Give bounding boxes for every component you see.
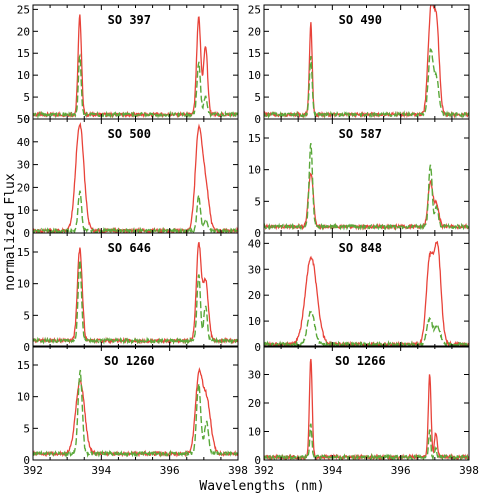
y-tick-label: 10 <box>248 164 261 177</box>
y-tick-label: 15 <box>17 246 30 259</box>
y-tick-label: 5 <box>254 91 261 104</box>
panel-title: SO 490 <box>339 13 382 27</box>
y-tick-label: 5 <box>23 91 30 104</box>
series-line-red-solid <box>33 14 238 119</box>
y-tick-label: 0 <box>23 227 30 240</box>
panel-so-646: 0 5 10 15 SO 646 <box>17 232 239 354</box>
panel-title: SO 500 <box>108 127 151 141</box>
series-line-green-dashed <box>33 190 238 233</box>
panel-so-1260: 392 394 396 398 0 5 10 15 SO 1260 <box>17 345 248 477</box>
y-tick-label: 30 <box>17 159 30 172</box>
y-tick-label: 0 <box>23 341 30 354</box>
y-tick-label: 20 <box>248 397 261 410</box>
y-tick-label: 10 <box>248 426 261 439</box>
panel-title: SO 587 <box>339 127 382 141</box>
y-axis-title: normalized Flux <box>3 173 18 291</box>
y-tick-label: 40 <box>17 136 30 149</box>
series-line-green-dashed <box>264 310 469 347</box>
x-tick-label: 396 <box>391 464 411 477</box>
x-tick-label: 396 <box>160 464 180 477</box>
panel-so-1266: 392 394 396 398 0 10 20 30 SO 1266 <box>248 345 479 477</box>
y-tick-label: 25 <box>17 3 30 16</box>
plot-area <box>33 366 238 458</box>
series-line-green-dashed <box>33 53 238 119</box>
x-tick-label: 392 <box>254 464 274 477</box>
y-tick-label: 15 <box>248 47 261 60</box>
y-tick-label: 10 <box>248 69 261 82</box>
plot-area <box>33 14 238 119</box>
x-tick-label: 398 <box>228 464 248 477</box>
panel-title: SO 646 <box>108 241 151 255</box>
series-line-green-dashed <box>264 48 469 119</box>
series-line-red-solid <box>264 240 469 347</box>
plot-area <box>264 143 469 231</box>
series-line-red-solid <box>264 172 469 231</box>
y-tick-label: 0 <box>254 227 261 240</box>
panel-so-587: 0 5 10 15 SO 587 <box>248 118 470 240</box>
panel-title: SO 397 <box>108 13 151 27</box>
y-tick-label: 40 <box>248 237 261 250</box>
y-tick-label: 20 <box>248 25 261 38</box>
y-tick-label: 30 <box>248 369 261 382</box>
plot-area <box>264 358 469 460</box>
y-tick-label: 20 <box>17 25 30 38</box>
y-tick-label: 10 <box>17 69 30 82</box>
x-tick-label: 394 <box>322 464 342 477</box>
panel-so-397: 0 5 10 15 20 25 SO 397 <box>17 3 239 126</box>
plot-area <box>264 240 469 347</box>
y-tick-label: 0 <box>254 113 261 126</box>
panel-so-848: 0 10 20 30 40 SO 848 <box>248 232 470 354</box>
y-tick-label: 10 <box>248 315 261 328</box>
y-tick-label: 50 <box>17 113 30 126</box>
panel-so-500: 0 10 20 30 40 50 SO 500 <box>17 113 239 240</box>
y-tick-label: 10 <box>17 391 30 404</box>
panel-title: SO 1266 <box>335 354 386 368</box>
x-tick-label: 394 <box>91 464 111 477</box>
y-tick-label: 5 <box>23 309 30 322</box>
y-tick-label: 15 <box>17 47 30 60</box>
y-tick-label: 10 <box>17 204 30 217</box>
panel-title: SO 848 <box>339 241 382 255</box>
y-tick-label: 0 <box>23 113 30 126</box>
plot-area <box>33 241 238 345</box>
x-tick-label: 392 <box>23 464 43 477</box>
y-tick-label: 20 <box>248 289 261 302</box>
series-line-green-dashed <box>264 143 469 231</box>
series-line-green-dashed <box>33 260 238 345</box>
plot-area <box>264 5 469 119</box>
y-tick-label: 15 <box>17 359 30 372</box>
x-tick-label: 398 <box>459 464 479 477</box>
series-line-red-solid <box>264 358 469 460</box>
y-tick-label: 20 <box>17 181 30 194</box>
y-tick-label: 0 <box>254 341 261 354</box>
y-tick-label: 0 <box>254 454 261 467</box>
y-tick-label: 5 <box>23 422 30 435</box>
y-tick-label: 25 <box>248 3 261 16</box>
y-tick-label: 30 <box>248 263 261 276</box>
panel-title: SO 1260 <box>104 354 155 368</box>
series-line-green-dashed <box>33 369 238 458</box>
y-tick-label: 10 <box>17 278 30 291</box>
panel-grid: 0 5 10 15 20 25 SO 397 0 5 10 15 20 25 SO 490 0 10 20 30 4… <box>17 3 479 477</box>
y-tick-label: 15 <box>248 132 261 145</box>
panel-so-490: 0 5 10 15 20 25 SO 490 <box>248 3 470 126</box>
series-line-red-solid <box>33 366 238 458</box>
y-tick-label: 0 <box>23 454 30 467</box>
y-tick-label: 5 <box>254 195 261 208</box>
x-axis-title: Wavelengths (nm) <box>199 479 324 494</box>
